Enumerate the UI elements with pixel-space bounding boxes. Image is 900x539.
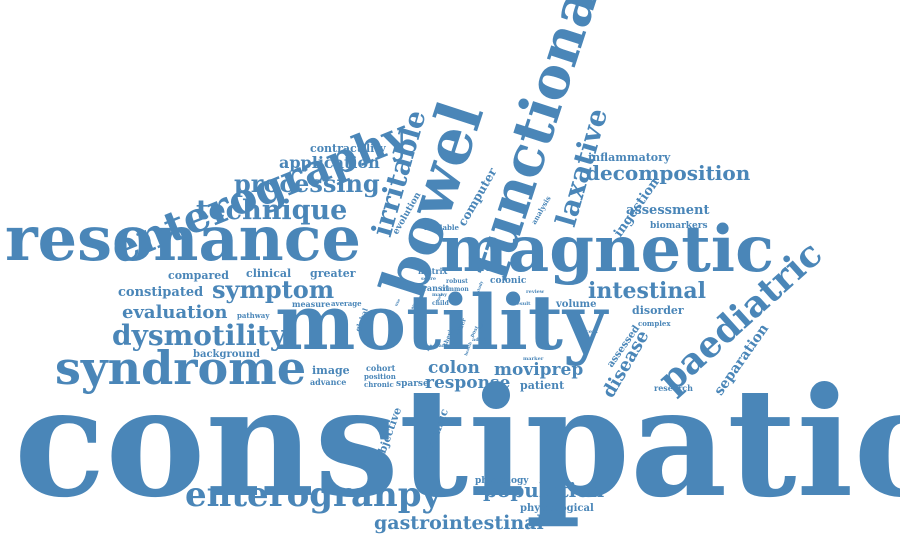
word-patient: patient [520, 379, 565, 392]
word-gastrointestinal: gastrointestinal [374, 512, 544, 534]
word-child: child [432, 300, 449, 307]
word-background: background [193, 349, 260, 360]
word-clinical: clinical [246, 267, 292, 280]
word-moviprep: moviprep [494, 360, 584, 380]
word-contractility: contractility [310, 142, 386, 155]
word-population: population [483, 478, 605, 502]
word-processing: processing [234, 169, 380, 198]
word-adult: adult [472, 337, 487, 343]
word-position: position [364, 372, 396, 381]
word-constipated: constipated [118, 285, 204, 300]
word-marker: marker [523, 356, 544, 362]
word-review: review [526, 289, 545, 295]
word-complex: complex [638, 319, 671, 328]
word-sparse: sparse [396, 379, 429, 389]
word-average: average [331, 299, 362, 308]
word-technique: technique [196, 195, 348, 226]
word-image: image [312, 364, 350, 377]
word-volume: volume [556, 299, 597, 310]
word-assessment: assessment [626, 203, 710, 218]
word-physiology: physiology [475, 476, 529, 486]
word-cohort: cohort [366, 363, 396, 373]
word-measure: measure [292, 299, 331, 309]
word-greater: greater [310, 267, 356, 280]
word-chronic: chronic [364, 380, 394, 389]
word-resonance: resonance [5, 202, 361, 275]
word-intestinal: intestinal [588, 278, 707, 304]
word-research: research [654, 383, 693, 393]
word-recent: recent [580, 329, 598, 335]
word-matrix: matrix [418, 266, 448, 276]
word-biomarkers: biomarkers [650, 221, 708, 231]
word-magnetic: magnetic [440, 212, 775, 287]
word-score: score [421, 276, 437, 282]
word-symptom: symptom [212, 275, 335, 304]
word-dysmotility: dysmotility [112, 319, 286, 352]
word-motility: motility [275, 278, 608, 367]
word-available: available [424, 223, 459, 232]
word-pathway: pathway [237, 311, 270, 320]
word-advance: advance [310, 377, 347, 387]
word-physiological: physiological [520, 503, 594, 514]
word-colon: colon [428, 358, 480, 378]
word-robust: robust [446, 278, 468, 285]
word-evaluation: evaluation [122, 302, 228, 323]
word-many: many [432, 292, 448, 298]
word-enterograhpy: enterograhpy [185, 475, 442, 515]
word-colonic: colonic [490, 276, 527, 286]
word-constipation: constipation [14, 355, 900, 531]
word-syndrome: syndrome [55, 341, 307, 395]
word-inflammatory: inflammatory [588, 151, 671, 164]
word-response: response [425, 373, 511, 393]
word-decomposition: decomposition [586, 161, 751, 185]
word-rank: rank [436, 343, 449, 349]
word-transit: transit [419, 283, 450, 293]
word-result: result [514, 301, 531, 307]
word-application: application [279, 153, 380, 172]
word-compared: compared [168, 269, 229, 282]
word-common: common [440, 286, 469, 293]
word-disorder: disorder [632, 304, 684, 317]
